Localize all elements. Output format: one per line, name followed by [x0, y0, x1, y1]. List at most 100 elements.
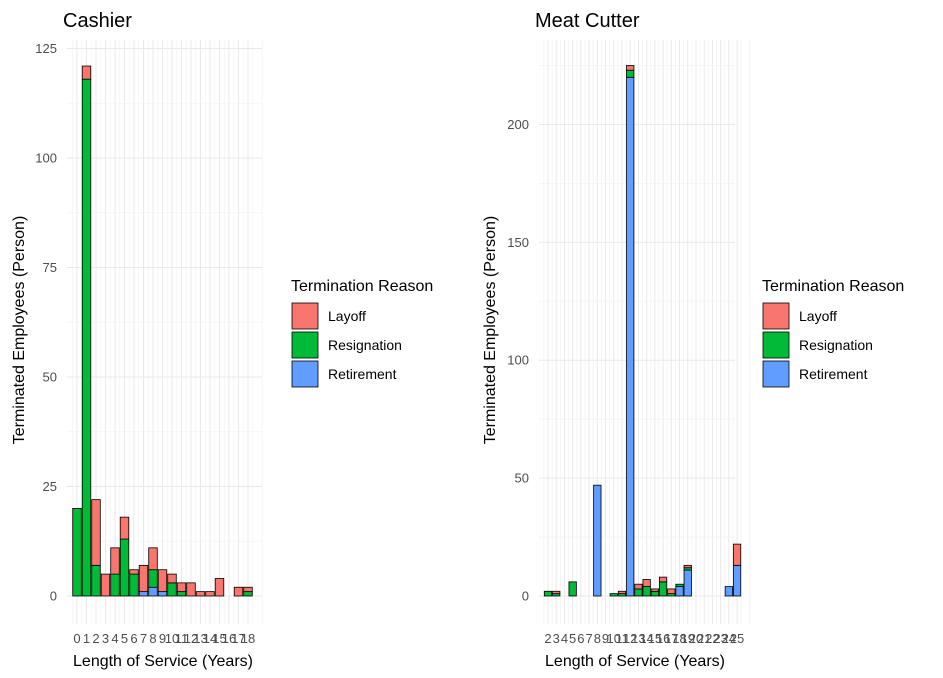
- bar-layoff-2: [91, 499, 101, 566]
- x-tick-label: 20: [689, 631, 703, 646]
- legend-label-retirement: Retirement: [799, 366, 868, 382]
- x-tick-label: 16: [222, 631, 236, 646]
- x-tick-label: 2: [544, 631, 551, 646]
- x-tick-label: 12: [184, 631, 198, 646]
- y-tick-label: 125: [35, 41, 57, 56]
- x-tick-label: 2: [92, 631, 99, 646]
- bar-resignation-0: [72, 507, 82, 597]
- legend: Termination Reason Layoff Resignation Retir…: [291, 278, 433, 388]
- x-tick-label: 1: [83, 631, 90, 646]
- bar-layoff-12: [186, 582, 196, 597]
- x-tick-label: 17: [231, 631, 245, 646]
- x-tick-label: 18: [672, 631, 686, 646]
- bar-resignation-13: [634, 588, 643, 597]
- bar-resignation-6: [129, 573, 139, 597]
- legend-key-retirement: [762, 360, 790, 388]
- bar-retirement-7: [138, 591, 149, 597]
- x-tick-label: 10: [607, 631, 621, 646]
- chart-title: Meat Cutter: [535, 10, 640, 32]
- x-tick-label: 8: [149, 631, 156, 646]
- bar-layoff-25: [732, 543, 742, 566]
- x-tick-label: 22: [705, 631, 719, 646]
- bar-resignation-4: [110, 573, 120, 597]
- legend-label-retirement: Retirement: [328, 366, 397, 382]
- bars: [543, 65, 742, 597]
- bar-layoff-11: [176, 582, 187, 593]
- bar-layoff-17: [667, 588, 676, 595]
- bar-layoff-13: [634, 583, 643, 590]
- bar-retirement-25: [732, 564, 742, 597]
- bar-layoff-3: [100, 573, 111, 597]
- bar-resignation-5: [568, 581, 577, 597]
- bar-resignation-14: [642, 586, 651, 597]
- grid: [539, 40, 750, 624]
- bar-layoff-10: [167, 573, 177, 584]
- bar-resignation-10: [167, 582, 177, 597]
- bar-resignation-11: [176, 591, 187, 597]
- legend: Termination Reason Layoff Resignation Retir…: [762, 278, 904, 388]
- x-tick-label: 9: [159, 631, 166, 646]
- bar-resignation-2: [91, 564, 101, 597]
- bar-layoff-14: [205, 591, 215, 597]
- y-tick-label: 100: [35, 151, 57, 166]
- y-tick-label: 200: [507, 117, 529, 132]
- legend-key-layoff: [291, 302, 319, 330]
- bar-resignation-18: [243, 591, 253, 597]
- x-tick-label: 5: [121, 631, 128, 646]
- bar-layoff-15: [214, 578, 225, 597]
- x-tick-label: 14: [203, 631, 217, 646]
- y-tick-label: 150: [507, 235, 529, 250]
- bar-retirement-19: [683, 569, 692, 597]
- bar-layoff-15: [650, 588, 659, 592]
- bar-layoff-3: [552, 590, 561, 595]
- bar-layoff-4: [110, 547, 120, 575]
- bar-layoff-7: [138, 564, 149, 593]
- bar-resignation-18: [675, 583, 684, 587]
- bar-layoff-19: [683, 564, 692, 569]
- bar-layoff-18: [243, 586, 253, 593]
- bar-resignation-5: [119, 538, 130, 597]
- x-tick-label: 0: [73, 631, 80, 646]
- bar-layoff-6: [129, 569, 139, 575]
- x-tick-label: 12: [623, 631, 637, 646]
- x-tick-label: 13: [193, 631, 207, 646]
- legend-key-resignation: [762, 331, 790, 359]
- x-tick-label: 24: [722, 631, 736, 646]
- bar-retirement-12: [626, 76, 635, 597]
- bar-retirement-9: [157, 591, 168, 597]
- bar-resignation-15: [650, 590, 659, 597]
- bar-retirement-18: [675, 586, 684, 597]
- x-tick-label: 16: [656, 631, 670, 646]
- x-tick-label: 4: [561, 631, 568, 646]
- bar-retirement-8: [593, 484, 602, 597]
- y-tick-label: 50: [43, 370, 57, 385]
- x-tick-label: 18: [241, 631, 255, 646]
- bar-resignation-16: [658, 581, 668, 597]
- legend-label-layoff: Layoff: [328, 308, 366, 324]
- y-tick-label: 50: [515, 471, 529, 486]
- bar-layoff-8: [148, 547, 158, 571]
- x-tick-label: 17: [664, 631, 678, 646]
- x-tick-label: 15: [212, 631, 226, 646]
- x-tick-label: 4: [111, 631, 118, 646]
- x-tick-label: 10: [165, 631, 179, 646]
- bar-resignation-2: [543, 590, 553, 597]
- bar-layoff-14: [642, 579, 651, 587]
- bar-layoff-5: [119, 516, 130, 540]
- x-tick-label: 21: [697, 631, 711, 646]
- y-tick-label: 100: [507, 353, 529, 368]
- x-tick-label: 7: [585, 631, 592, 646]
- y-axis-title: Terminated Employees (Person): [11, 216, 28, 445]
- legend-label-resignation: Resignation: [328, 337, 402, 353]
- chart-title: Cashier: [63, 10, 132, 32]
- x-tick-label: 13: [631, 631, 645, 646]
- x-tick-label: 25: [730, 631, 744, 646]
- bar-layoff-9: [157, 569, 168, 593]
- y-tick-label: 0: [50, 589, 57, 604]
- x-tick-label: 23: [713, 631, 727, 646]
